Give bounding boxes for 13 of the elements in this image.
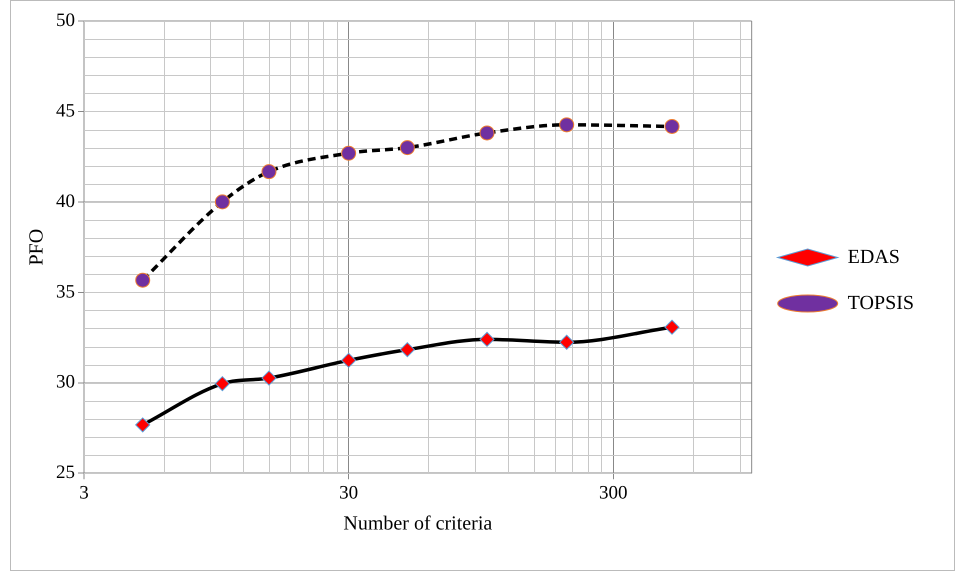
x-axis-title: Number of criteria	[343, 512, 492, 534]
y-tick-label: 25	[56, 462, 75, 484]
y-tick-label: 45	[56, 100, 75, 122]
y-tick-label: 35	[56, 281, 75, 302]
y-axis-title: PFO	[25, 228, 48, 266]
x-tick-label: 30	[339, 482, 358, 504]
y-tick-label: 50	[56, 10, 75, 31]
x-tick-label: 3	[79, 482, 89, 504]
x-tick-label: 300	[599, 482, 628, 504]
y-tick-label: 40	[56, 190, 75, 212]
legend-label: EDAS	[848, 246, 900, 268]
y-tick-label: 30	[56, 372, 75, 393]
legend-label: TOPSIS	[848, 292, 914, 314]
